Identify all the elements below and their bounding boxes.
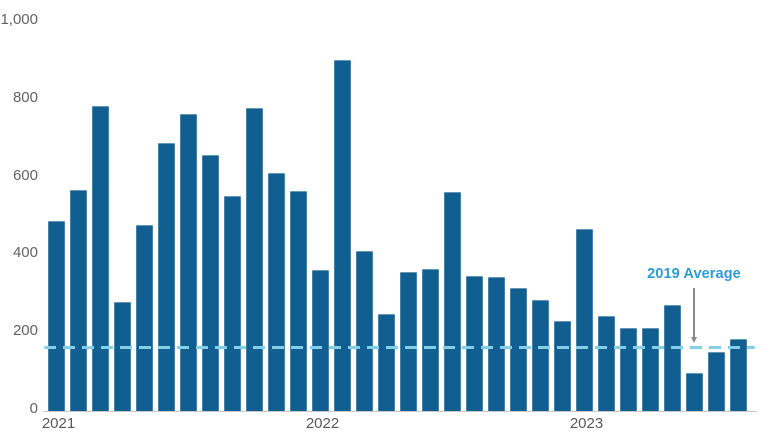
reference-line-label: 2019 Average bbox=[647, 266, 741, 282]
bar-2021-11 bbox=[268, 173, 285, 411]
bar-2023-03 bbox=[620, 328, 637, 411]
bar-2021-05 bbox=[136, 225, 153, 411]
reference-line-2019-average bbox=[44, 345, 755, 349]
bar-2021-02 bbox=[70, 189, 87, 411]
y-tick-0: 0 bbox=[29, 399, 38, 417]
bar-2022-04 bbox=[378, 314, 395, 411]
y-tick-1,000: 1,000 bbox=[0, 11, 38, 29]
y-tick-800: 800 bbox=[12, 88, 38, 106]
bar-2021-09 bbox=[224, 196, 241, 411]
bar-2023-02 bbox=[598, 315, 615, 411]
annotation-arrow-icon bbox=[690, 337, 697, 343]
y-tick-200: 200 bbox=[12, 321, 38, 339]
bar-2023-04 bbox=[642, 328, 659, 411]
bar-2021-12 bbox=[290, 190, 307, 411]
bar-2023-07 bbox=[708, 351, 725, 411]
bar-2021-01 bbox=[48, 220, 65, 411]
bar-2021-03 bbox=[92, 106, 109, 411]
y-tick-600: 600 bbox=[12, 166, 38, 184]
bar-2022-01 bbox=[312, 270, 329, 411]
bar-2022-03 bbox=[356, 251, 373, 411]
x-axis-line bbox=[43, 411, 757, 412]
bar-2021-06 bbox=[158, 143, 175, 411]
bar-2022-10 bbox=[510, 287, 527, 411]
bar-2022-11 bbox=[532, 300, 549, 411]
bar-2021-08 bbox=[202, 154, 219, 411]
annotation-arrow-line bbox=[693, 288, 695, 337]
bar-2022-05 bbox=[400, 272, 417, 411]
bar-2023-08 bbox=[730, 339, 747, 411]
bar-2021-07 bbox=[180, 114, 197, 411]
bar-2022-06 bbox=[422, 268, 439, 411]
bar-2022-12 bbox=[554, 320, 571, 411]
x-tick-2021: 2021 bbox=[41, 415, 76, 432]
bar-2021-10 bbox=[246, 108, 263, 411]
bar-2023-06 bbox=[686, 372, 703, 411]
x-tick-2022: 2022 bbox=[305, 415, 340, 432]
bar-2023-05 bbox=[664, 304, 681, 411]
y-tick-400: 400 bbox=[12, 244, 38, 262]
bar-2022-09 bbox=[488, 276, 505, 411]
bar-2021-04 bbox=[114, 301, 131, 411]
bar-2023-01 bbox=[576, 228, 593, 411]
bar-2022-07 bbox=[444, 191, 461, 411]
x-tick-2023: 2023 bbox=[569, 415, 604, 432]
bar-2022-02 bbox=[334, 59, 351, 411]
bar-2022-08 bbox=[466, 275, 483, 411]
